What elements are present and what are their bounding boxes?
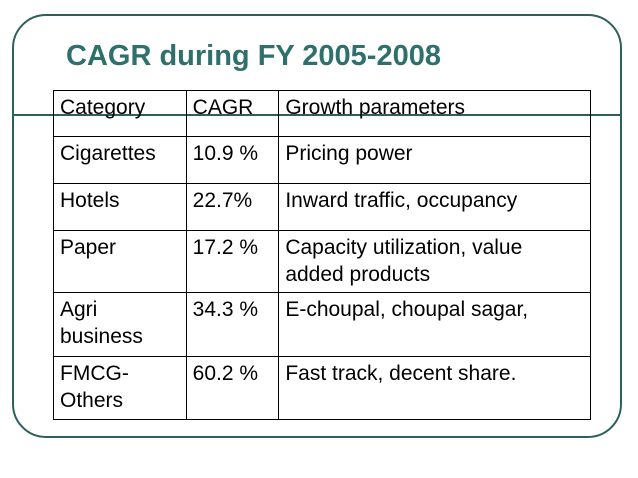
table-row: Cigarettes 10.9 % Pricing power <box>53 136 591 184</box>
cell-category: Agri business <box>53 292 187 357</box>
cell-cagr: 22.7% <box>185 183 280 231</box>
cell-growth: E-choupal, choupal sagar, <box>278 292 591 357</box>
cell-growth: Capacity utilization, value added produc… <box>278 230 591 293</box>
cell-growth: Inward traffic, occupancy <box>278 183 591 231</box>
cell-cagr: 17.2 % <box>185 230 280 293</box>
table-row: Paper 17.2 % Capacity utilization, value… <box>53 230 591 293</box>
cell-category: Hotels <box>53 183 187 231</box>
slide-title: CAGR during FY 2005-2008 <box>66 40 441 72</box>
cell-growth: Pricing power <box>278 136 591 184</box>
header-cagr: CAGR <box>185 90 280 137</box>
slide-frame <box>12 14 622 438</box>
cell-growth: Fast track, decent share. <box>278 356 591 420</box>
cell-category: FMCG-Others <box>53 356 187 420</box>
cell-cagr: 60.2 % <box>185 356 280 420</box>
cell-cagr: 10.9 % <box>185 136 280 184</box>
table-row: Agri business 34.3 % E-choupal, choupal … <box>53 292 591 357</box>
cagr-table: Category CAGR Growth parameters Cigarett… <box>53 90 591 420</box>
cell-category: Cigarettes <box>53 136 187 184</box>
table-row: FMCG-Others 60.2 % Fast track, decent sh… <box>53 356 591 420</box>
table-row: Hotels 22.7% Inward traffic, occupancy <box>53 183 591 231</box>
table-header-row: Category CAGR Growth parameters <box>53 90 591 137</box>
cell-cagr: 34.3 % <box>185 292 280 357</box>
cell-category: Paper <box>53 230 187 293</box>
header-category: Category <box>53 90 187 137</box>
header-growth-parameters: Growth parameters <box>278 90 591 137</box>
